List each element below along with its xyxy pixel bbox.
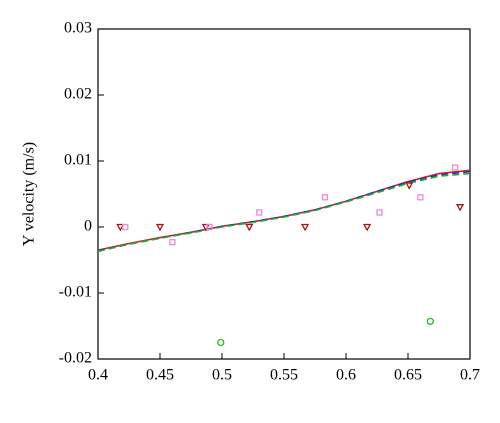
plot-frame [97,28,471,360]
y-tick-label: -0.01 [59,284,92,301]
point [405,182,414,190]
point [256,209,263,216]
point [376,209,383,216]
y-tick-label: 0.03 [64,20,92,37]
point [245,223,254,232]
point [362,223,372,232]
point [217,338,225,347]
point [122,223,129,231]
x-tick-label: 0.45 [146,367,174,384]
point [426,317,434,326]
line [97,172,471,253]
x-tick-label: 0.6 [336,367,356,384]
point [155,223,165,232]
y-tick-label: 0.01 [64,152,92,169]
x-tick-label: 0.55 [270,367,298,384]
point [300,223,310,232]
y-axis-label: Y velocity (m/s) [21,142,38,246]
point [451,164,459,171]
y-tick-label: 0.02 [64,86,92,103]
point [455,204,465,212]
y-tick-label: 0 [84,218,92,235]
x-tick-label: 0.5 [212,367,232,384]
x-tick-label: 0.7 [460,367,480,384]
point [206,223,213,231]
y-tick-label: -0.02 [59,350,92,367]
point [417,194,424,201]
x-tick-label: 0.4 [88,367,108,384]
x-tick-label: 0.65 [394,367,422,384]
point [169,239,176,246]
point [116,223,125,232]
point [321,194,329,201]
